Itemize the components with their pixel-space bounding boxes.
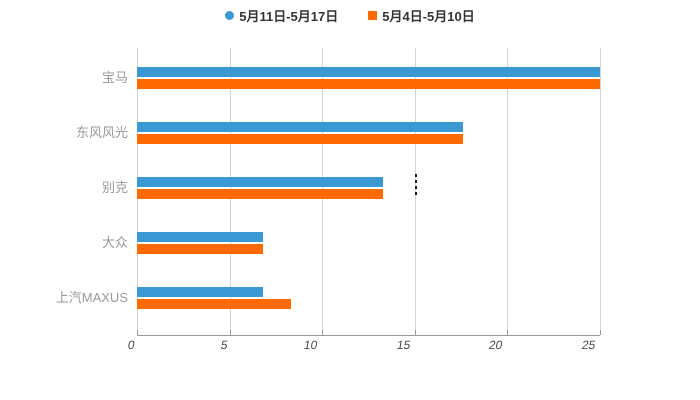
bar-别克-series2[interactable] xyxy=(137,188,384,199)
bar-东风风光-series1[interactable] xyxy=(137,122,463,132)
bar-大众-series2[interactable] xyxy=(137,244,263,255)
category-label-1: 东风风光 xyxy=(75,125,128,140)
gridline-x-20 xyxy=(507,48,509,335)
category-label-4: 上汽MAXUS xyxy=(55,290,128,306)
legend-item-series2[interactable]: 5月4日-5月10日 xyxy=(368,6,475,25)
category-label-0: 宝马 xyxy=(101,69,128,85)
gridline-x-25 xyxy=(600,48,601,335)
x-axis-line xyxy=(137,335,600,336)
gridline-artifact-mark xyxy=(414,186,417,189)
gridline-artifact-mark xyxy=(414,174,417,177)
bar-上汽MAXUS-series1[interactable] xyxy=(137,287,263,298)
axis-tick-20 xyxy=(507,330,509,335)
x-tick-label-25: 25 xyxy=(580,338,597,352)
x-tick-label-15: 15 xyxy=(395,338,412,352)
legend-label-series1: 5月11日-5月17日 xyxy=(239,9,339,24)
category-label-2: 别克 xyxy=(101,179,128,195)
bar-宝马-series2[interactable] xyxy=(137,78,600,89)
legend-square-marker-icon xyxy=(368,11,378,20)
x-tick-label-5: 5 xyxy=(219,338,229,352)
x-tick-label-10: 10 xyxy=(302,338,319,352)
bar-宝马-series1[interactable] xyxy=(137,66,600,77)
axis-tick-10 xyxy=(322,330,324,335)
axis-tick-0 xyxy=(137,330,138,335)
chart-legend: 5月11日-5月17日 5月4日-5月10日 xyxy=(0,6,700,25)
bar-别克-series1[interactable] xyxy=(137,176,384,187)
bar-大众-series1[interactable] xyxy=(137,232,263,243)
axis-tick-5 xyxy=(229,330,231,335)
bar-东风风光-series2[interactable] xyxy=(137,134,463,144)
legend-circle-marker-icon xyxy=(225,11,235,20)
gridline-artifact-mark xyxy=(414,192,417,195)
axis-tick-25 xyxy=(600,330,601,335)
gridline-artifact-mark xyxy=(414,180,417,183)
x-tick-label-0: 0 xyxy=(126,338,136,352)
bar-上汽MAXUS-series2[interactable] xyxy=(137,299,291,310)
legend-label-series2: 5月4日-5月10日 xyxy=(382,9,475,24)
legend-item-series1[interactable]: 5月11日-5月17日 xyxy=(225,6,338,25)
gridline-x-15 xyxy=(414,48,416,335)
category-label-3: 大众 xyxy=(101,235,128,251)
axis-tick-15 xyxy=(414,330,416,335)
x-tick-label-20: 20 xyxy=(488,338,504,352)
